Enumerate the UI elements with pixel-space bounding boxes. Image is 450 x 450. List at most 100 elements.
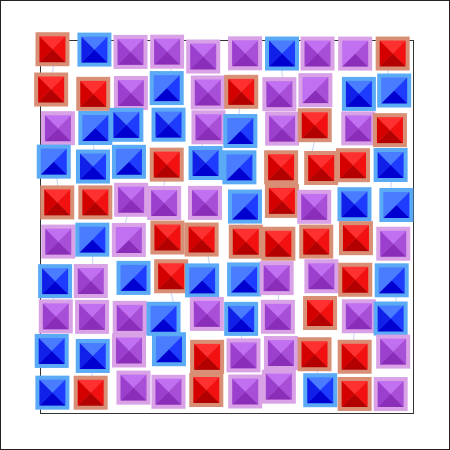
tile-purple[interactable] [338,36,373,71]
tile-purple[interactable] [191,110,226,145]
tile-blue[interactable] [76,149,111,184]
tile-red[interactable] [150,220,185,255]
tile-blue[interactable] [185,263,220,298]
tile-purple[interactable] [111,222,146,257]
tile-blue[interactable] [188,146,223,181]
tile-blue[interactable] [36,144,71,179]
tile-purple[interactable] [116,370,151,405]
tile-red[interactable] [264,183,299,218]
tile-purple[interactable] [75,299,110,334]
tile-red[interactable] [228,224,263,259]
tile-purple[interactable] [190,75,225,110]
tile-purple[interactable] [261,369,296,404]
tile-purple[interactable] [259,261,294,296]
tile-red[interactable] [337,376,372,411]
tile-blue[interactable] [265,36,300,71]
tile-blue[interactable] [77,32,112,67]
tile-blue[interactable] [337,187,372,222]
tile-purple[interactable] [298,73,333,108]
tile-red[interactable] [303,295,338,330]
tile-blue[interactable] [222,150,257,185]
tile-blue[interactable] [75,222,110,257]
tile-blue[interactable] [34,333,69,368]
tile-purple[interactable] [376,334,411,369]
tile-blue[interactable] [146,301,181,336]
tile-red[interactable] [154,259,189,294]
tile-purple[interactable] [376,226,411,261]
tile-purple[interactable] [189,296,224,331]
tile-red[interactable] [304,150,339,185]
tile-red[interactable] [189,373,224,408]
tile-purple[interactable] [297,189,332,224]
tile-red[interactable] [297,108,332,143]
tile-blue[interactable] [38,264,73,299]
tile-purple[interactable] [114,182,149,217]
tile-blue[interactable] [75,338,110,373]
tile-blue[interactable] [227,262,262,297]
tile-blue[interactable] [78,110,113,145]
tile-blue[interactable] [227,189,262,224]
tile-red[interactable] [299,224,334,259]
tile-red[interactable] [335,148,370,183]
tile-purple[interactable] [262,77,297,112]
tile-blue[interactable] [109,107,144,142]
tile-purple[interactable] [73,264,108,299]
tile-purple[interactable] [300,36,335,71]
tile-red[interactable] [338,221,373,256]
tile-blue[interactable] [151,107,186,142]
tile-blue[interactable] [111,144,146,179]
tile-blue[interactable] [373,147,408,182]
tile-blue[interactable] [35,375,70,410]
tile-purple[interactable] [304,259,339,294]
tile-purple[interactable] [263,336,298,371]
tile-blue[interactable] [303,373,338,408]
tile-purple[interactable] [41,224,76,259]
tile-purple[interactable] [341,299,376,334]
tile-red[interactable] [34,72,69,107]
tile-purple[interactable] [187,185,222,220]
tile-red[interactable] [338,262,373,297]
tile-purple[interactable] [260,299,295,334]
tile-blue[interactable] [374,263,409,298]
tile-blue[interactable] [149,71,184,106]
tile-red[interactable] [337,339,372,374]
tile-red[interactable] [35,32,70,67]
tile-blue[interactable] [116,260,151,295]
tile-red[interactable] [149,147,184,182]
tile-red[interactable] [184,222,219,257]
tile-purple[interactable] [150,34,185,69]
tile-red[interactable] [261,226,296,261]
tile-red[interactable] [264,150,299,185]
tile-red[interactable] [190,339,225,374]
tile-red[interactable] [224,74,259,109]
tile-purple[interactable] [228,374,263,409]
tile-red[interactable] [297,337,332,372]
tile-red[interactable] [73,375,108,410]
tile-blue[interactable] [379,188,414,223]
tile-blue[interactable] [373,301,408,336]
tile-red[interactable] [78,185,113,220]
tile-red[interactable] [76,76,111,111]
tile-purple[interactable] [147,186,182,221]
tile-purple[interactable] [112,333,147,368]
tile-blue[interactable] [341,76,376,111]
tile-red[interactable] [375,36,410,71]
tile-blue[interactable] [224,301,259,336]
tile-blue[interactable] [151,332,186,367]
tile-red[interactable] [372,113,407,148]
tile-purple[interactable] [186,39,221,74]
tile-purple[interactable] [40,111,75,146]
tile-red[interactable] [40,185,75,220]
tile-blue[interactable] [377,73,412,108]
tile-purple[interactable] [341,111,376,146]
tile-purple[interactable] [112,300,147,335]
tile-purple[interactable] [113,34,148,69]
tile-purple[interactable] [373,377,408,412]
tile-purple[interactable] [151,374,186,409]
tile-purple[interactable] [113,75,148,110]
tile-blue[interactable] [223,114,258,149]
tile-purple[interactable] [38,299,73,334]
tile-purple[interactable] [265,111,300,146]
tile-purple[interactable] [226,338,261,373]
tile-purple[interactable] [228,36,263,71]
